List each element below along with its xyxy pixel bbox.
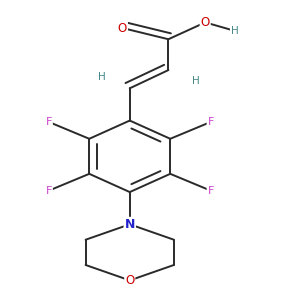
Text: O: O [125, 274, 134, 287]
Text: H: H [98, 72, 106, 82]
Text: N: N [124, 218, 135, 231]
Text: F: F [46, 117, 52, 127]
Text: O: O [201, 16, 210, 29]
Text: H: H [231, 26, 239, 36]
Text: O: O [118, 22, 127, 34]
Text: F: F [46, 186, 52, 196]
Text: F: F [208, 186, 214, 196]
Text: F: F [208, 117, 214, 127]
Text: H: H [192, 76, 200, 86]
